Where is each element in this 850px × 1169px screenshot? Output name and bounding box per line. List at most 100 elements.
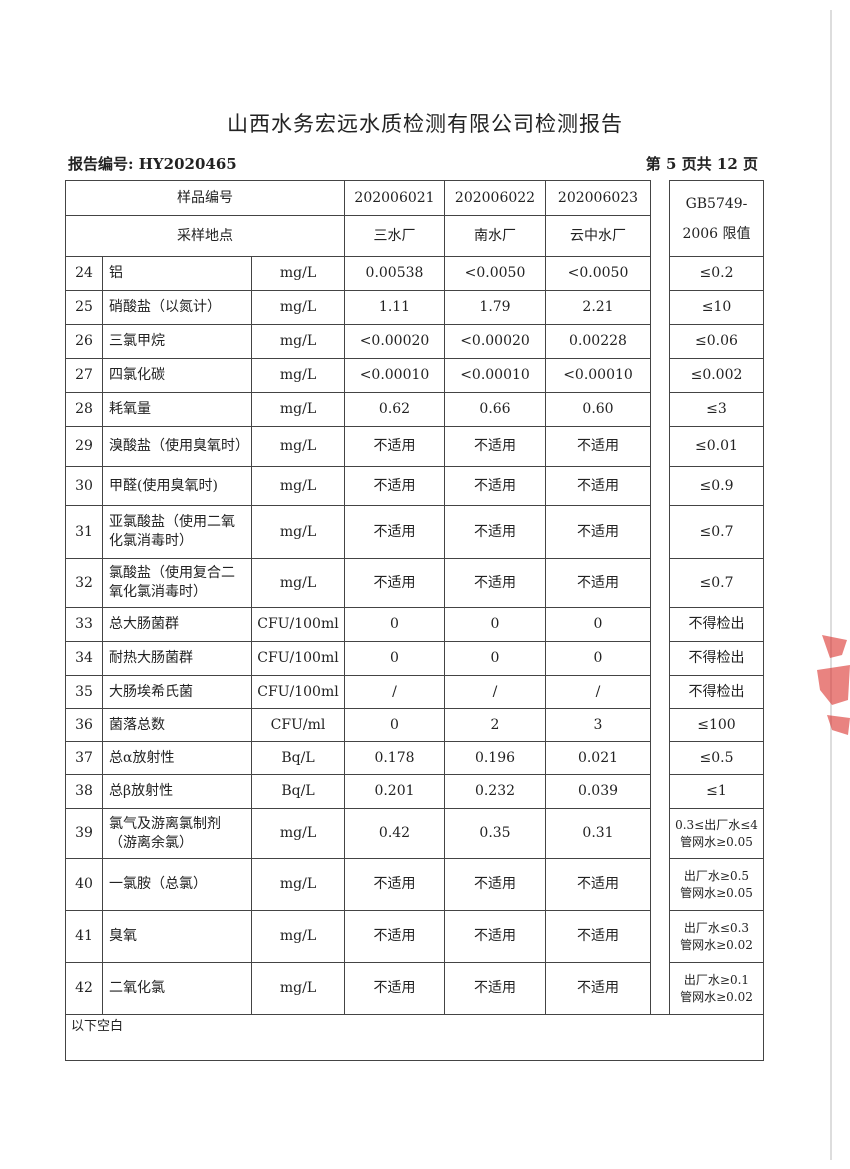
- row-number: 24: [65, 256, 103, 291]
- limit-value: ≤0.9: [669, 466, 764, 506]
- limit-line: 不得检出: [688, 616, 745, 632]
- unit: mg/L: [251, 910, 345, 963]
- unit: mg/L: [251, 466, 345, 506]
- unit: CFU/ml: [251, 708, 345, 742]
- table-row: 29 溴酸盐（使用臭氧时） mg/L 不适用 不适用 不适用 ≤0.01: [65, 426, 764, 467]
- limit-value: 0.3≤出厂水≤4 管网水≥0.05: [669, 808, 764, 859]
- limit-header: GB5749- 2006 限值: [669, 180, 764, 257]
- table-row: 42 二氧化氯 mg/L 不适用 不适用 不适用 出厂水≥0.1 管网水≥0.02: [65, 962, 764, 1015]
- row-number: 39: [65, 808, 103, 859]
- location-label: 采样地点: [65, 215, 345, 257]
- spacer: [650, 256, 670, 291]
- result-value: 0: [444, 641, 546, 676]
- item-name: 总β放射性: [102, 774, 252, 809]
- limit-line: ≤0.7: [699, 574, 734, 591]
- result-value: 0.66: [444, 392, 546, 427]
- item-name: 总大肠菌群: [102, 607, 252, 642]
- limit-line: 管网水≥0.02: [680, 937, 753, 952]
- row-number: 33: [65, 607, 103, 642]
- limit-value: ≤1: [669, 774, 764, 809]
- result-value: 0.201: [344, 774, 445, 809]
- limit-line: ≤0.9: [699, 477, 734, 494]
- unit: CFU/100ml: [251, 675, 345, 709]
- result-value: 不适用: [344, 910, 445, 963]
- limit-value: 出厂水≥0.1 管网水≥0.02: [669, 962, 764, 1015]
- result-value: /: [545, 675, 651, 709]
- sample-no: 202006023: [545, 180, 651, 216]
- item-name: 硝酸盐（以氮计）: [102, 290, 252, 325]
- table-row: 41 臭氧 mg/L 不适用 不适用 不适用 出厂水≤0.3 管网水≥0.02: [65, 910, 764, 963]
- limit-value: 不得检出: [669, 641, 764, 676]
- row-number: 31: [65, 505, 103, 559]
- result-value: /: [344, 675, 445, 709]
- result-value: 不适用: [444, 505, 546, 559]
- result-value: 不适用: [344, 858, 445, 911]
- result-value: 不适用: [545, 962, 651, 1015]
- result-value: <0.00010: [444, 358, 546, 393]
- result-value: 0.31: [545, 808, 651, 859]
- result-value: 3: [545, 708, 651, 742]
- row-number: 27: [65, 358, 103, 393]
- limit-header-line: 2006 限值: [682, 225, 751, 242]
- limit-line: 管网水≥0.05: [680, 834, 753, 849]
- limit-line: ≤0.7: [699, 523, 734, 540]
- item-name: 氯酸盐（使用复合二氧化氯消毒时）: [102, 558, 252, 608]
- table-row: 31 亚氯酸盐（使用二氧化氯消毒时） mg/L 不适用 不适用 不适用 ≤0.7: [65, 505, 764, 559]
- item-name: 溴酸盐（使用臭氧时）: [102, 426, 252, 467]
- limit-line: 管网水≥0.02: [680, 989, 753, 1004]
- report-number: 报告编号: HY2020465: [68, 155, 237, 173]
- row-number: 25: [65, 290, 103, 325]
- result-value: <0.00020: [444, 324, 546, 359]
- limit-line: ≤3: [706, 401, 727, 417]
- limit-value: ≤0.7: [669, 505, 764, 559]
- unit: Bq/L: [251, 774, 345, 809]
- result-value: 不适用: [444, 910, 546, 963]
- spacer: [650, 708, 670, 742]
- limit-line: ≤0.2: [699, 265, 734, 281]
- spacer: [650, 808, 670, 859]
- result-value: 0.42: [344, 808, 445, 859]
- row-number: 30: [65, 466, 103, 506]
- result-value: 不适用: [344, 466, 445, 506]
- table-row: 33 总大肠菌群 CFU/100ml 0 0 0 不得检出: [65, 607, 764, 642]
- limit-line: ≤100: [697, 716, 736, 733]
- spacer: [650, 607, 670, 642]
- result-value: 不适用: [545, 505, 651, 559]
- result-value: 0: [344, 641, 445, 676]
- page-info: 第 5 页共 12 页: [645, 155, 758, 173]
- table-row: 25 硝酸盐（以氮计） mg/L 1.11 1.79 2.21 ≤10: [65, 290, 764, 325]
- table-row: 32 氯酸盐（使用复合二氧化氯消毒时） mg/L 不适用 不适用 不适用 ≤0.7: [65, 558, 764, 608]
- result-value: 0.232: [444, 774, 546, 809]
- unit: mg/L: [251, 256, 345, 291]
- limit-value: 出厂水≥0.5 管网水≥0.05: [669, 858, 764, 911]
- report-title: 山西水务宏远水质检测有限公司检测报告: [227, 112, 623, 136]
- limit-value: ≤100: [669, 708, 764, 742]
- row-number: 40: [65, 858, 103, 911]
- footer-row: 以下空白: [65, 1014, 764, 1061]
- result-value: 1.79: [444, 290, 546, 325]
- unit: mg/L: [251, 962, 345, 1015]
- item-name: 耐热大肠菌群: [102, 641, 252, 676]
- row-number: 26: [65, 324, 103, 359]
- spacer: [650, 774, 670, 809]
- limit-line: ≤0.5: [699, 749, 734, 766]
- results-table: 样品编号 202006021 202006022 202006023 GB574…: [65, 180, 764, 1061]
- result-value: 不适用: [444, 426, 546, 467]
- result-value: 0.60: [545, 392, 651, 427]
- result-value: 不适用: [444, 466, 546, 506]
- item-name: 四氯化碳: [102, 358, 252, 393]
- limit-value: ≤0.5: [669, 741, 764, 775]
- spacer: [650, 558, 670, 608]
- result-value: 0.00228: [545, 324, 651, 359]
- limit-line: 管网水≥0.05: [680, 885, 753, 900]
- spacer: [650, 290, 670, 325]
- table-row: 38 总β放射性 Bq/L 0.201 0.232 0.039 ≤1: [65, 774, 764, 809]
- result-value: 0: [545, 641, 651, 676]
- row-number: 36: [65, 708, 103, 742]
- limit-line: 出厂水≥0.1: [683, 972, 750, 987]
- result-value: 不适用: [344, 505, 445, 559]
- item-name: 总α放射性: [102, 741, 252, 775]
- limit-line: ≤0.01: [695, 438, 738, 454]
- result-value: <0.0050: [545, 256, 651, 291]
- result-value: 不适用: [444, 962, 546, 1015]
